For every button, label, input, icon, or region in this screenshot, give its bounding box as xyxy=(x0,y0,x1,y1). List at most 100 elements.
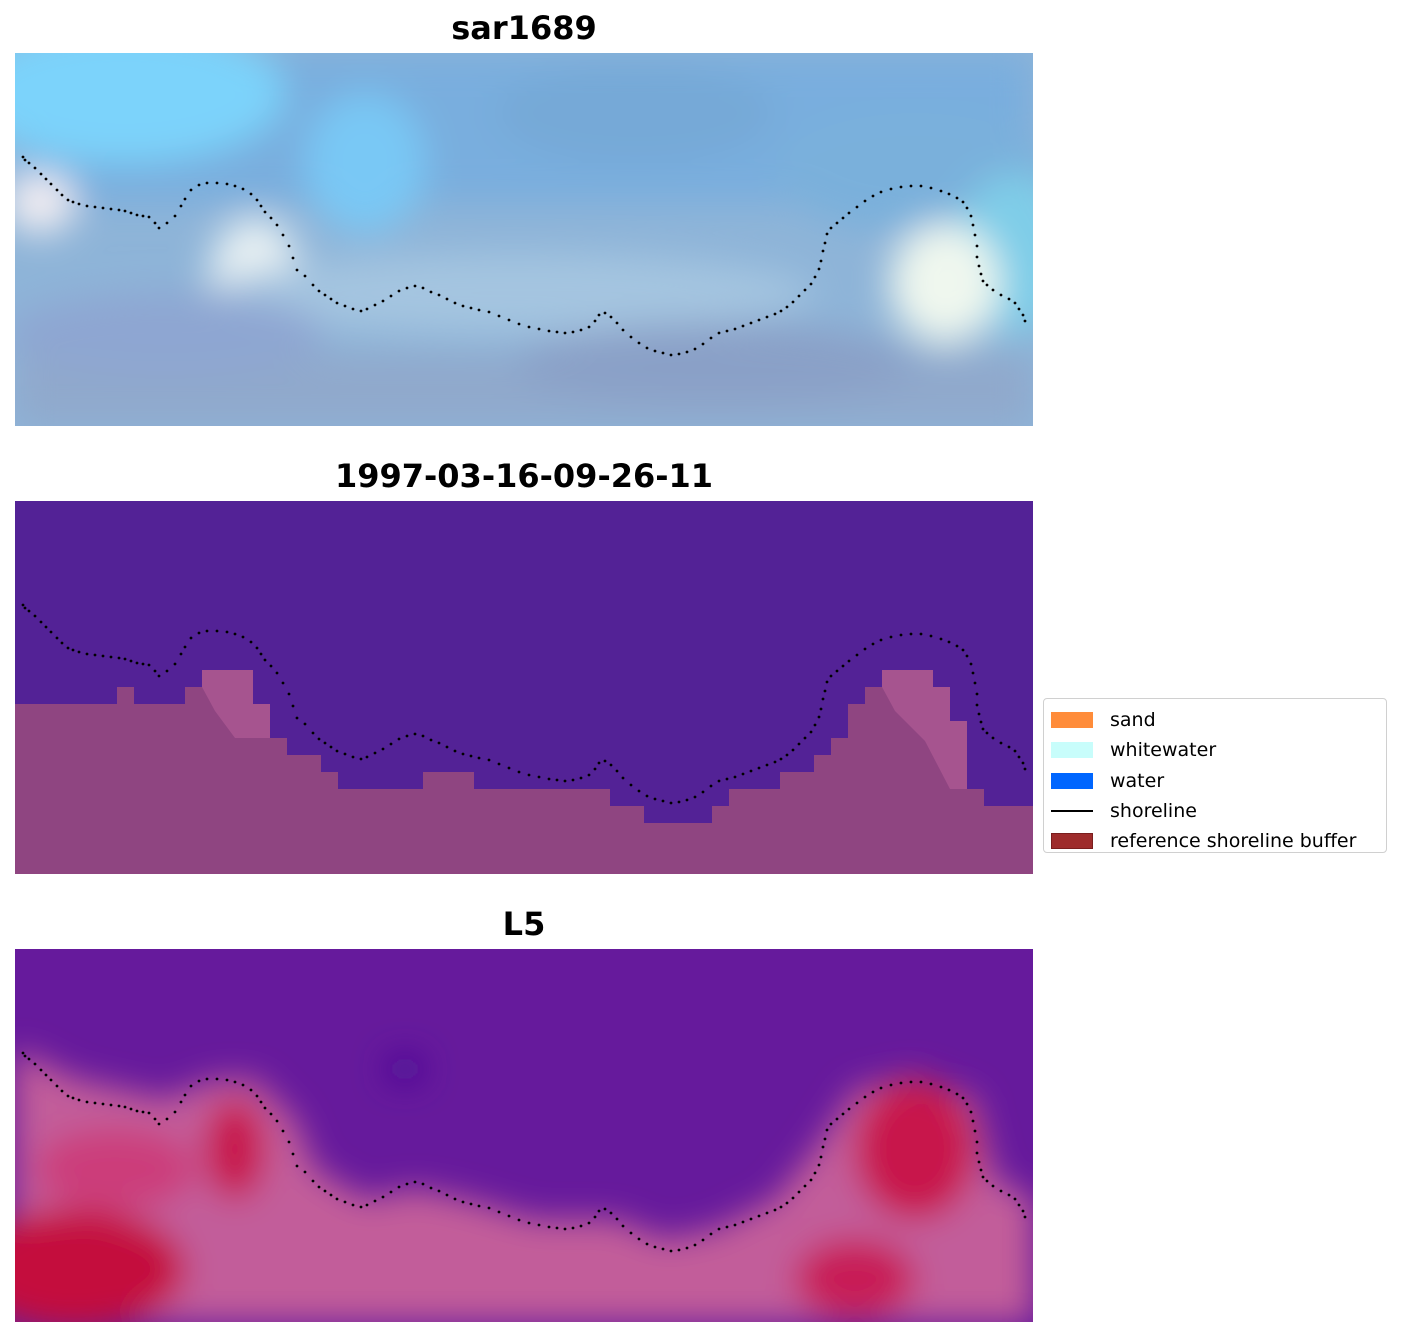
shoreline-dot xyxy=(929,186,933,190)
shoreline-dot xyxy=(39,172,43,176)
shoreline-dot xyxy=(563,331,567,335)
shoreline-dot xyxy=(587,773,591,777)
shoreline-dot xyxy=(259,1100,263,1104)
shoreline-dot xyxy=(813,1171,817,1175)
shoreline-dot xyxy=(701,342,705,346)
shoreline-dot xyxy=(189,188,193,192)
shoreline-dot xyxy=(129,659,133,663)
shoreline-dot xyxy=(381,1195,385,1199)
shoreline-dot xyxy=(71,648,75,652)
shoreline-dot xyxy=(947,192,951,196)
shoreline-dot xyxy=(365,1203,369,1207)
shoreline-dot xyxy=(517,1218,521,1222)
shoreline-dot xyxy=(813,275,817,279)
shoreline-dot xyxy=(183,197,187,201)
shoreline-dot xyxy=(445,745,449,749)
shoreline-dot xyxy=(517,770,521,774)
shoreline-dot xyxy=(165,221,169,225)
shoreline-dot xyxy=(765,315,769,319)
shoreline-dot xyxy=(85,204,89,208)
shoreline-dot xyxy=(979,720,983,724)
shoreline-dot xyxy=(587,325,591,329)
shoreline-dot xyxy=(977,1160,981,1164)
shoreline-dot xyxy=(863,199,867,203)
shoreline-dot xyxy=(359,309,363,313)
shoreline-dot xyxy=(359,1205,363,1209)
shoreline-dot xyxy=(259,204,263,208)
shoreline-dot xyxy=(661,1247,665,1251)
shoreline-dot xyxy=(123,1105,127,1109)
shoreline-dot xyxy=(461,752,465,756)
shoreline-dot xyxy=(405,1182,409,1186)
shoreline-dot xyxy=(779,1205,783,1209)
shoreline-dot xyxy=(487,1206,491,1210)
panel-title-probability: L5 xyxy=(502,905,546,943)
shoreline-dot xyxy=(291,256,295,260)
legend-label-water: water xyxy=(1110,769,1165,792)
shoreline-dot xyxy=(961,200,965,204)
shoreline-dot xyxy=(1007,745,1011,749)
shoreline-dot xyxy=(49,1078,53,1082)
shoreline-dot xyxy=(587,1221,591,1225)
shoreline-dot xyxy=(269,1112,273,1116)
shoreline-dot xyxy=(701,1238,705,1242)
shoreline-dot xyxy=(803,288,807,292)
shoreline-dot xyxy=(971,1119,975,1123)
shoreline-dot xyxy=(1023,319,1027,323)
shoreline-dot xyxy=(487,758,491,762)
shoreline-dot xyxy=(817,715,821,719)
shoreline-dot xyxy=(101,1102,105,1106)
shoreline-dot xyxy=(985,1179,989,1183)
shoreline-dot xyxy=(437,741,441,745)
shoreline-dot xyxy=(709,336,713,340)
shoreline-dot xyxy=(593,319,597,323)
shoreline-dot xyxy=(189,636,193,640)
shoreline-dot xyxy=(661,799,665,803)
shoreline-dot xyxy=(741,1220,745,1224)
shoreline-dot xyxy=(797,294,801,298)
shoreline-dot xyxy=(487,310,491,314)
shoreline-dot xyxy=(969,662,973,666)
shoreline-dot xyxy=(603,759,607,763)
shoreline-dot xyxy=(637,341,641,345)
shoreline-dot xyxy=(429,290,433,294)
shoreline-dot xyxy=(855,1101,859,1105)
shoreline-dot xyxy=(821,697,825,701)
shoreline-dot xyxy=(263,1106,267,1110)
shoreline-dot xyxy=(547,329,551,333)
shoreline-dot xyxy=(725,1225,729,1229)
shoreline-dot xyxy=(303,274,307,278)
shoreline-dot xyxy=(469,1202,473,1206)
shoreline-dot xyxy=(889,187,893,191)
shoreline-dot xyxy=(817,1163,821,1167)
shoreline-dot xyxy=(791,300,795,304)
shoreline-dot xyxy=(785,305,789,309)
legend-item-shoreline: shoreline xyxy=(1044,796,1386,826)
shoreline-dot xyxy=(453,749,457,753)
shoreline-dot xyxy=(23,606,27,610)
shoreline-dot xyxy=(597,761,601,765)
shoreline-dot xyxy=(27,161,31,165)
shoreline-dot xyxy=(977,712,981,716)
shoreline-dot xyxy=(653,349,657,353)
shoreline-dot xyxy=(365,755,369,759)
shoreline-dot xyxy=(939,1085,943,1089)
shoreline-dot xyxy=(823,241,827,245)
shoreline-dot xyxy=(819,707,823,711)
shoreline-dot xyxy=(397,1185,401,1189)
shoreline-dot xyxy=(677,1248,681,1252)
legend-item-reference-buffer: reference shoreline buffer xyxy=(1044,826,1386,856)
shoreline-dot xyxy=(879,1086,883,1090)
shoreline-dot xyxy=(109,207,113,211)
shoreline-dot xyxy=(507,318,511,322)
shoreline-dot xyxy=(311,283,315,287)
shoreline-dot xyxy=(847,211,851,215)
shoreline-dot xyxy=(153,221,157,225)
shoreline-dot xyxy=(809,1178,813,1182)
shoreline-dot xyxy=(537,327,541,331)
shoreline-dot xyxy=(693,795,697,799)
shoreline-dot xyxy=(563,1227,567,1231)
shoreline-dot xyxy=(66,1094,70,1098)
shoreline-dot xyxy=(287,692,291,696)
shoreline-dot xyxy=(165,669,169,673)
